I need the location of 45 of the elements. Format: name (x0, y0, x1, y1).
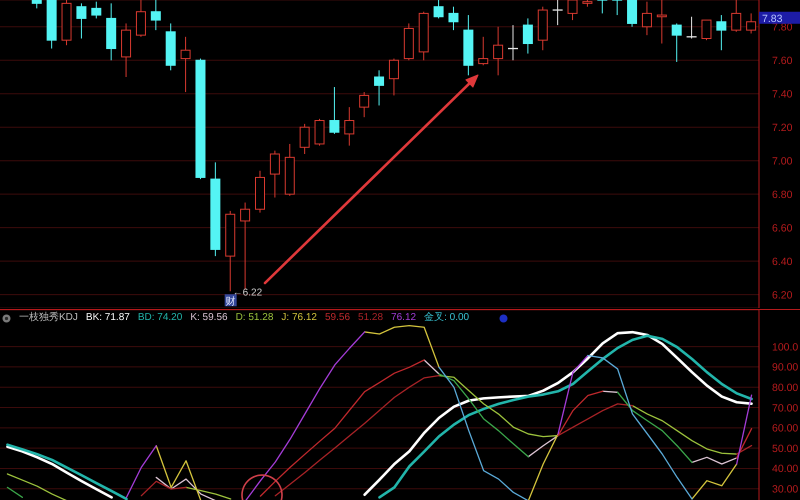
text: 59.56 (324, 312, 350, 324)
annotation: 金叉: 0.00 (424, 312, 470, 324)
candlestick (463, 14, 474, 76)
y-tick-label: 50.00 (772, 442, 798, 455)
candlestick (552, 0, 564, 26)
text: 76.12 (391, 312, 416, 324)
y-tick-label: 60.00 (772, 422, 798, 435)
candlestick (270, 150, 280, 198)
y-tick-label: 7.00 (772, 155, 793, 168)
y-tick-label: 6.60 (772, 222, 793, 234)
candlestick (106, 2, 116, 61)
candlestick (150, 0, 161, 31)
candlestick (359, 92, 370, 118)
y-tick-label: 100.0 (772, 341, 798, 354)
text: J: 76.12 (281, 312, 317, 324)
text: 51.28 (358, 312, 384, 324)
y-tick-label: 70.00 (772, 402, 798, 414)
candlestick (344, 106, 354, 146)
candlestick (91, 1, 102, 19)
candlestick (493, 26, 504, 76)
y-tick-label: 90.00 (772, 362, 798, 374)
candlestick (225, 210, 236, 292)
annotation: 财 (226, 295, 236, 308)
candlestick (746, 12, 756, 34)
y-tick-label: 6.80 (772, 188, 793, 201)
candlestick (255, 170, 265, 214)
candlestick (166, 22, 176, 71)
candlestick (716, 14, 726, 51)
candlestick (180, 36, 191, 93)
y-tick-label: 40.00 (772, 463, 798, 476)
y-tick-label: 7.20 (772, 122, 793, 134)
y-tick-label: 6.40 (772, 256, 793, 268)
chart-title: 一枝独秀KDJ (19, 312, 78, 324)
candlestick (507, 24, 519, 61)
y-tick-label: 7.40 (772, 88, 793, 100)
candlestick (538, 6, 548, 51)
text: K: 59.56 (190, 312, 228, 324)
text: D: 51.28 (236, 312, 274, 324)
y-tick-label: 80.00 (772, 382, 798, 394)
text: BD: 74.20 (138, 312, 182, 324)
candlestick (448, 6, 458, 31)
y-tick-label: 30.00 (772, 484, 798, 496)
text: BK: 71.87 (86, 312, 130, 324)
y-tick-label: 7.60 (772, 54, 793, 67)
y-tick-label: 6.20 (772, 289, 793, 302)
